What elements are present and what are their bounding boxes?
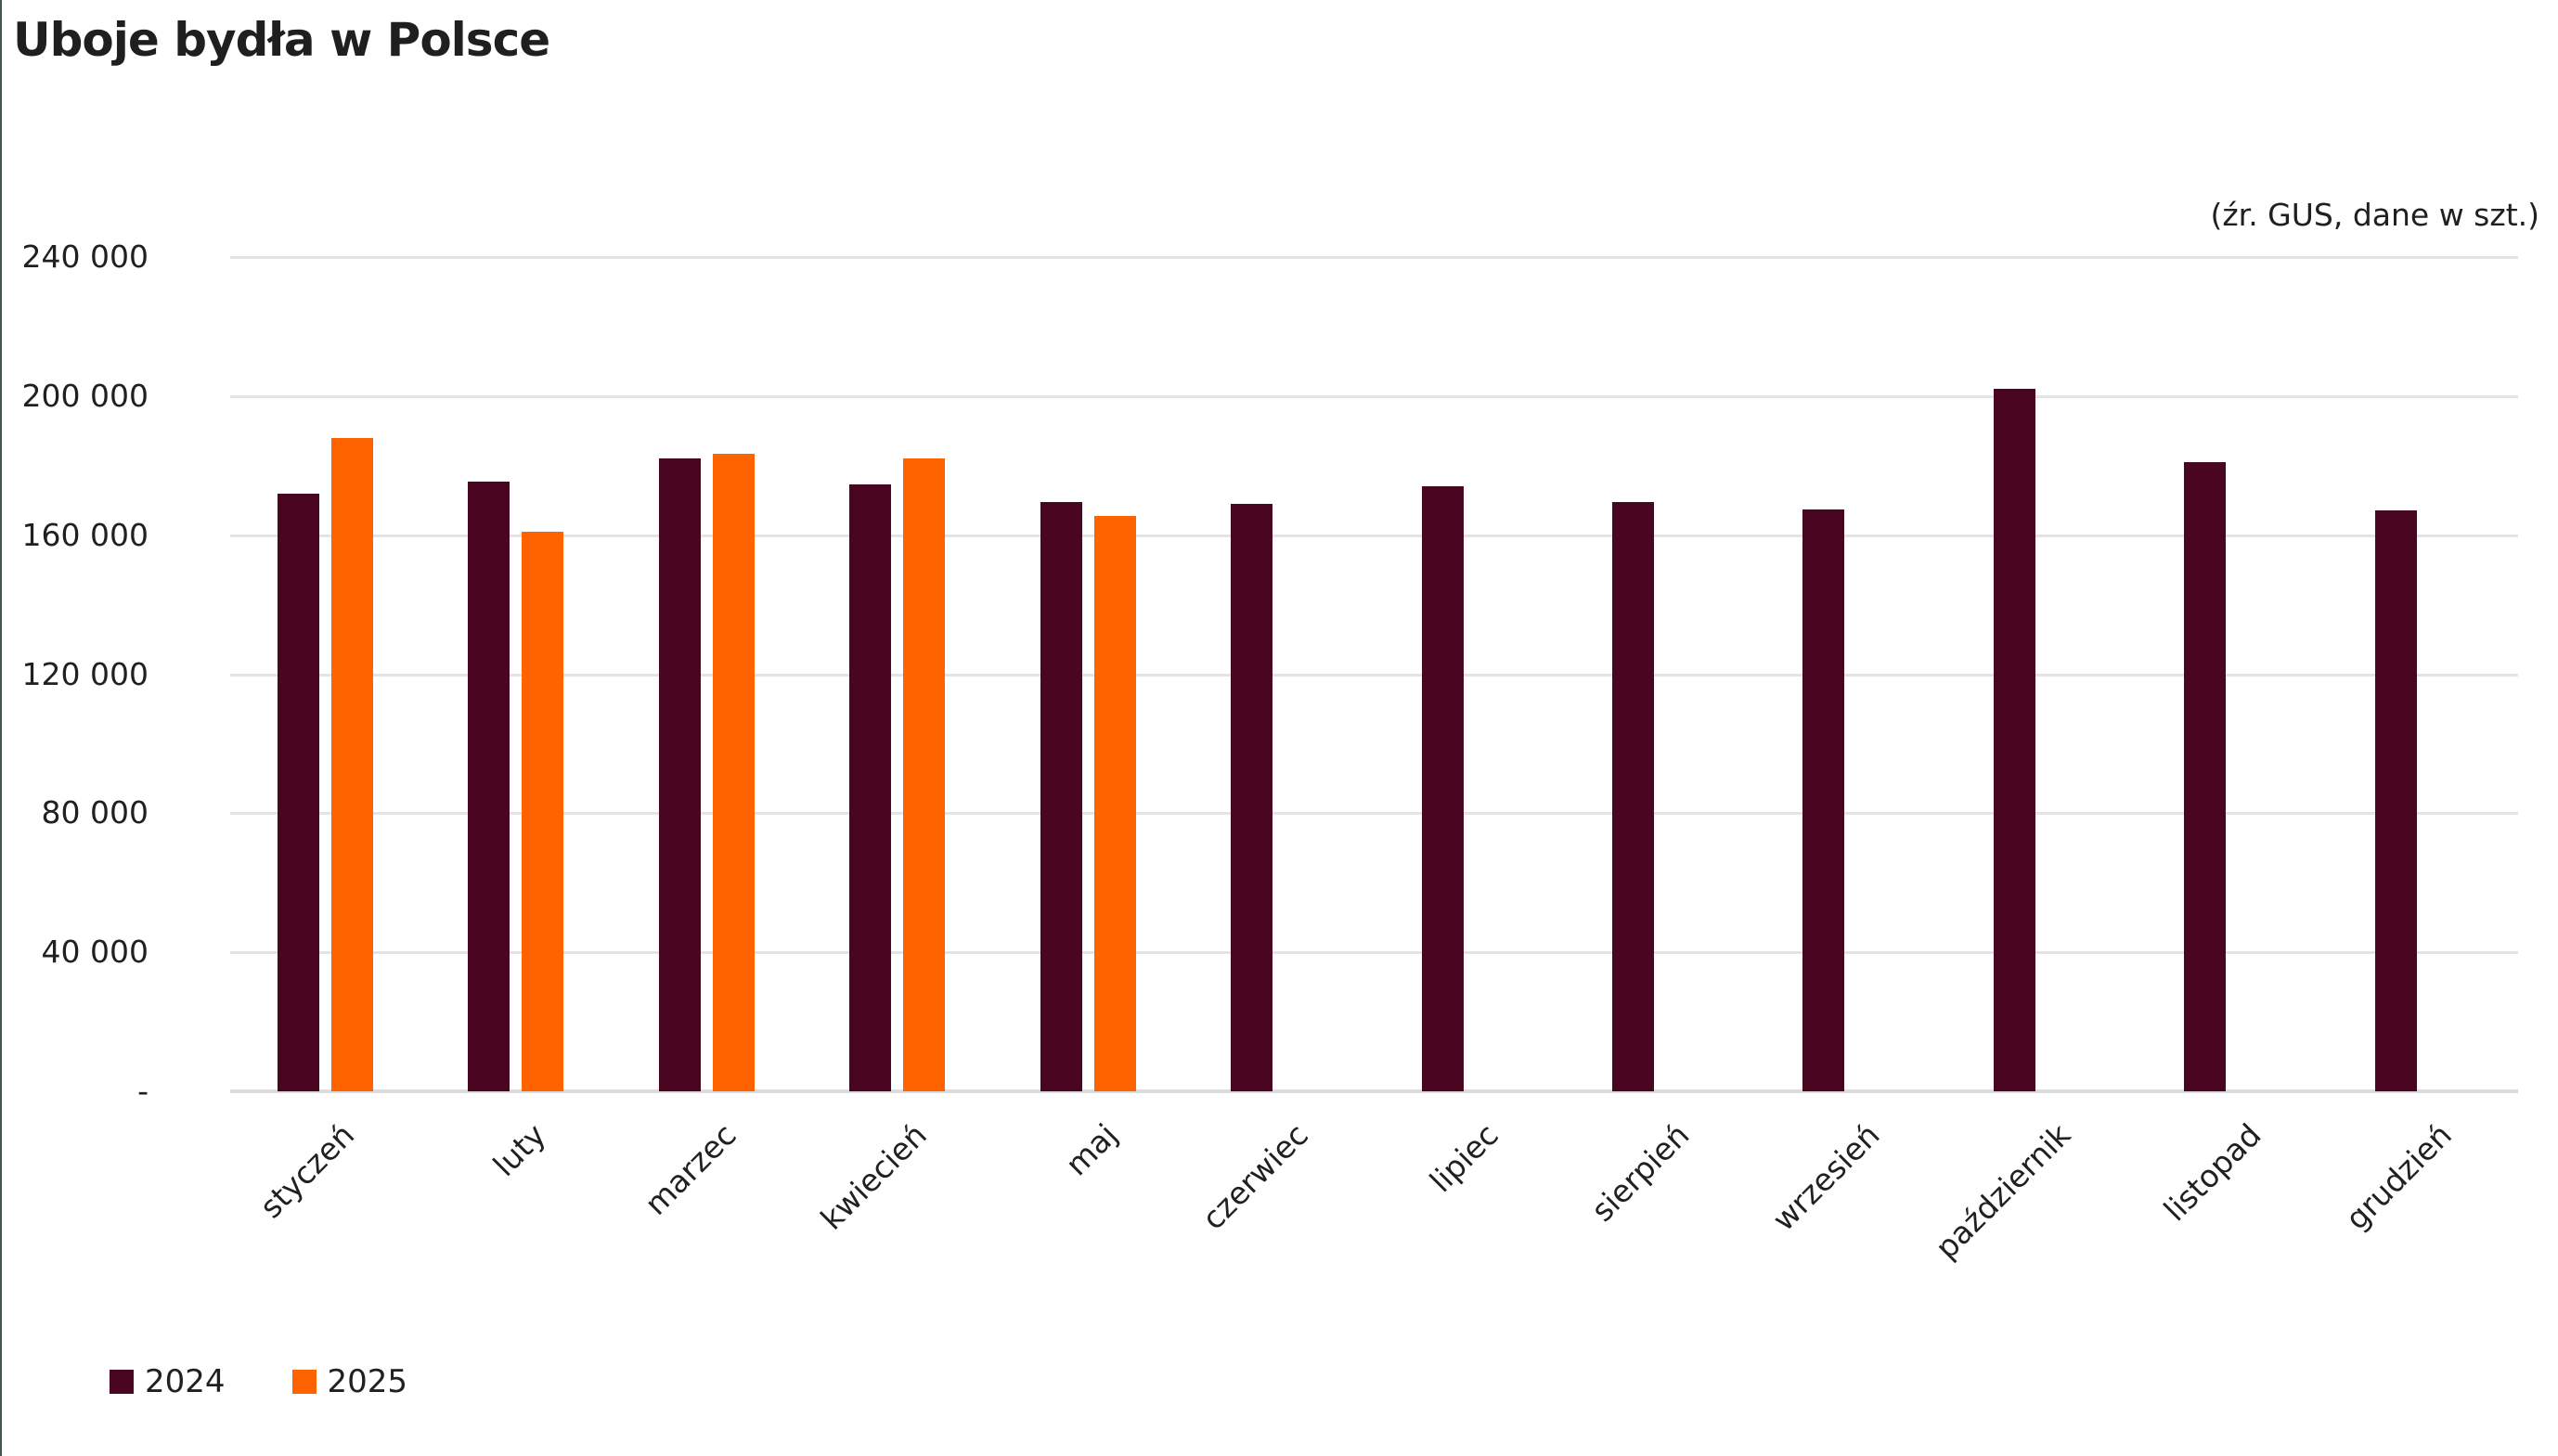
bar-2025-kwiecień	[903, 458, 945, 1091]
y-tick-label-160000: 160 000	[21, 516, 149, 553]
y-tick-label-200000: 200 000	[21, 377, 149, 414]
x-tick-label-czerwiec: czerwiec	[1195, 1116, 1315, 1237]
left-edge-line	[0, 0, 2, 1456]
bar-2024-sierpień	[1612, 502, 1654, 1091]
legend-item-2025: 2025	[291, 1363, 408, 1400]
x-tick-label-sierpień: sierpień	[1583, 1116, 1697, 1229]
legend-item-2024: 2024	[110, 1366, 226, 1398]
legend-swatch-2024	[110, 1370, 134, 1394]
x-tick-label-maj: maj	[1058, 1116, 1125, 1183]
bar-2025-luty	[522, 532, 563, 1091]
legend-label-2025: 2025	[327, 1363, 408, 1400]
bar-2024-marzec	[659, 458, 701, 1091]
bar-2025-maj	[1094, 516, 1136, 1091]
bar-2024-maj	[1040, 502, 1082, 1091]
legend-label-2024: 2024	[145, 1363, 226, 1400]
x-tick-label-marzec: marzec	[637, 1116, 743, 1222]
legend: 2024 2025	[110, 1366, 407, 1398]
bar-2024-luty	[468, 482, 510, 1091]
chart-title: Uboje bydła w Polsce	[13, 13, 550, 67]
bar-2024-lipiec	[1422, 486, 1464, 1091]
gridline-80000	[230, 812, 2518, 816]
bar-2024-październik	[1994, 389, 2035, 1091]
x-tick-label-październik: październik	[1928, 1116, 2078, 1267]
y-tick-label-0: -	[137, 1073, 149, 1109]
bar-2024-kwiecień	[849, 484, 891, 1091]
x-tick-label-wrzesień: wrzesień	[1765, 1116, 1887, 1238]
bar-2025-styczeń	[331, 438, 373, 1091]
bar-2024-grudzień	[2375, 510, 2417, 1091]
gridline-40000	[230, 951, 2518, 955]
bar-2024-listopad	[2184, 462, 2226, 1091]
bar-2024-styczeń	[278, 494, 319, 1091]
gridline-0	[230, 1089, 2518, 1093]
x-tick-label-grudzień: grudzień	[2338, 1116, 2460, 1237]
x-tick-label-luty: luty	[485, 1116, 552, 1184]
gridline-120000	[230, 673, 2518, 676]
x-tick-label-kwiecień: kwiecień	[813, 1116, 934, 1237]
x-tick-label-listopad: listopad	[2156, 1116, 2268, 1229]
y-tick-label-120000: 120 000	[21, 655, 149, 692]
x-tick-label-styczeń: styczeń	[252, 1116, 362, 1226]
legend-swatch-2025	[291, 1370, 317, 1394]
bar-2024-wrzesień	[1802, 509, 1844, 1091]
x-tick-label-lipiec: lipiec	[1423, 1116, 1506, 1200]
y-tick-label-40000: 40 000	[41, 934, 149, 971]
bar-2025-marzec	[713, 454, 755, 1091]
y-tick-label-240000: 240 000	[21, 238, 149, 275]
bar-2024-czerwiec	[1231, 504, 1273, 1091]
source-note: (źr. GUS, dane w szt.)	[2210, 197, 2539, 233]
y-tick-label-80000: 80 000	[41, 794, 149, 831]
gridline-200000	[230, 394, 2518, 398]
gridline-160000	[230, 534, 2518, 537]
gridline-240000	[230, 256, 2518, 259]
